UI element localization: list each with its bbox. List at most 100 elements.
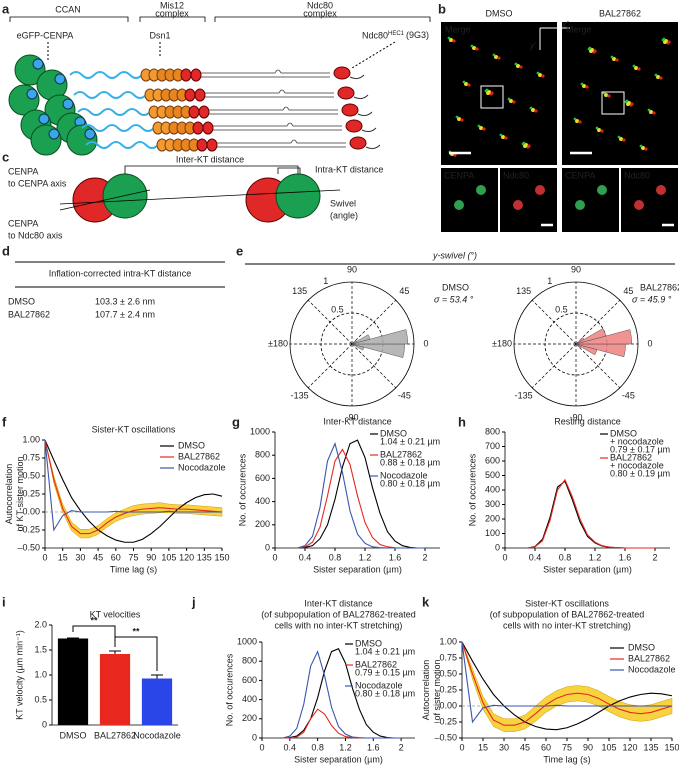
label: Ndc80HEC1 (9G3) [362, 30, 429, 40]
x-tick-label: 105 [601, 742, 616, 752]
shape [472, 46, 476, 50]
y-tick-label: 1.00 [439, 636, 457, 646]
shape [649, 110, 653, 114]
shape [522, 141, 526, 145]
shape [198, 105, 210, 119]
angle-tick-label: 45 [623, 286, 633, 296]
legend-label: BAL27862 [380, 449, 422, 459]
panel-label: i [2, 594, 6, 609]
shape [637, 67, 641, 71]
shape [601, 91, 625, 115]
radial-tick-label: 1 [547, 276, 552, 286]
shape [494, 55, 498, 59]
x-tick-label: 0.8 [559, 552, 572, 562]
shape [541, 74, 545, 78]
panel-label: a [2, 1, 10, 16]
shape [654, 73, 658, 77]
angle-grid [531, 299, 577, 345]
shape [573, 117, 577, 121]
y-tick-label: 1.0 [34, 669, 47, 679]
significance: ** [90, 615, 98, 625]
legend-stat: 0.80 ± 0.18 µm [355, 688, 415, 698]
y-tick-label: 200 [485, 513, 500, 523]
x-tick-label: 0 [502, 552, 507, 562]
shape [656, 185, 666, 195]
angle-tick-label: -135 [515, 391, 533, 401]
shape [501, 135, 505, 139]
x-tick-label: 120 [622, 742, 637, 752]
x-tick-label: 150 [214, 552, 229, 562]
shape [607, 94, 611, 98]
legend-label: Nocodazole [178, 462, 226, 472]
shape [454, 200, 464, 210]
shape [194, 88, 206, 102]
y-tick-label: 300 [485, 499, 500, 509]
shape [192, 121, 204, 135]
label: y' [529, 40, 537, 50]
shape [188, 105, 200, 119]
label: (angle) [330, 210, 358, 220]
shape [627, 101, 631, 105]
y-tick-label: 600 [255, 473, 270, 483]
y-axis-label: No. of occurences [224, 653, 234, 726]
x-tick-label: 30 [499, 742, 509, 752]
legend-stat: 1.04 ± 0.21 µm [380, 436, 440, 446]
x-tick-label: 0 [42, 552, 47, 562]
chart-title: Sister-KT oscillations [92, 424, 176, 434]
shape [659, 76, 663, 80]
legend-label: DMSO [355, 638, 382, 648]
panel-label: b [438, 1, 446, 16]
legend-label: + nocodazole [610, 436, 664, 446]
legend-label: Nocodazole [628, 664, 676, 674]
shape [639, 144, 643, 148]
angle-tick-label: 45 [399, 286, 409, 296]
angle-tick-label: -45 [398, 391, 411, 401]
shape [513, 200, 523, 210]
shape [485, 88, 489, 92]
angle-grid [575, 299, 621, 345]
legend-label: Nocodazole [355, 680, 403, 690]
line [461, 641, 673, 726]
panel-label: h [458, 414, 466, 429]
shape [205, 89, 334, 98]
shape [593, 49, 597, 53]
x-tick-label: 2 [399, 742, 404, 752]
x-tick-label: Nocodazole [133, 730, 181, 740]
wedge [351, 340, 357, 345]
label: Ndc80 [503, 170, 529, 180]
chart-title: KT velocities [90, 609, 141, 619]
shape [504, 136, 508, 140]
panel-label: k [422, 594, 430, 609]
shape [632, 64, 636, 68]
error-bar [109, 650, 121, 654]
x-tick-label: 45 [93, 552, 103, 562]
shape [490, 91, 494, 95]
shape [351, 41, 396, 69]
x-axis-label: Sister separation (µm) [313, 564, 402, 574]
legend-label: DMSO [380, 428, 407, 438]
panel-label: c [2, 149, 9, 164]
x-tick-label: 90 [146, 552, 156, 562]
line [282, 650, 402, 739]
angle-tick-label: 0 [423, 338, 428, 348]
y-tick-label: 700 [485, 441, 500, 451]
superscript: HEC1 [388, 31, 405, 37]
shape [597, 128, 601, 132]
shape [667, 40, 671, 44]
line [44, 439, 223, 535]
shape [190, 68, 202, 82]
angle-tick-label: ±180 [268, 338, 288, 348]
shape [621, 168, 678, 232]
x-tick-label: 15 [478, 742, 488, 752]
legend-label: Nocodazole [380, 470, 428, 480]
shape [353, 94, 369, 100]
shape [479, 126, 483, 130]
y-tick-label: 800 [485, 426, 500, 436]
x-tick-label: 1.6 [619, 552, 632, 562]
x-tick-label: 150 [664, 742, 679, 752]
line [44, 439, 223, 543]
shape [457, 117, 461, 121]
shape [73, 91, 147, 99]
